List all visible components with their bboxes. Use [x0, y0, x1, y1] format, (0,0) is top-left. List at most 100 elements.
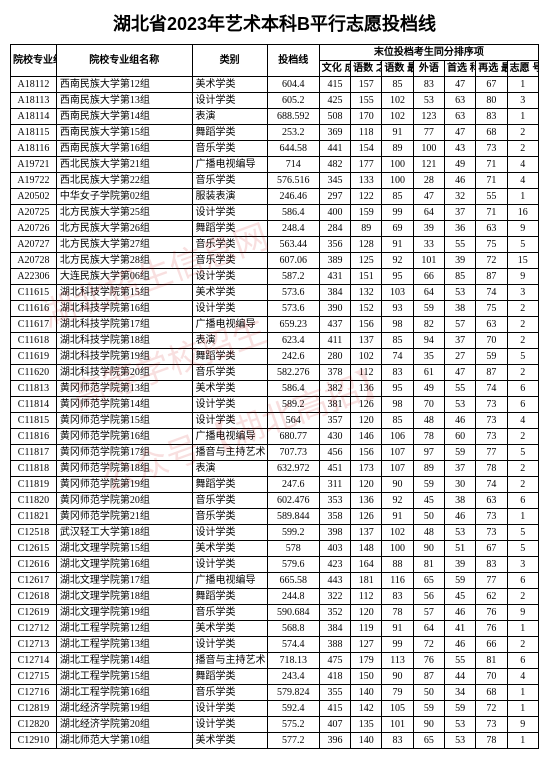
table-cell: C11618 [11, 333, 57, 349]
table-row: C12910湖北师范大学第10组美术学类577.2396140836553781 [11, 733, 539, 749]
table-cell: C11816 [11, 429, 57, 445]
table-cell: 湖北科技学院第16组 [56, 301, 192, 317]
table-cell: 5 [507, 541, 538, 557]
table-cell: 6 [507, 573, 538, 589]
table-cell: 53 [444, 733, 475, 749]
table-cell: 135 [351, 717, 382, 733]
table-row: A20727北方民族大学第27组音乐学类563.4435612891335575… [11, 237, 539, 253]
table-cell: 164 [351, 557, 382, 573]
table-cell: A20727 [11, 237, 57, 253]
table-cell: 574.4 [267, 637, 319, 653]
table-cell: 85 [444, 269, 475, 285]
table-cell: 43 [444, 141, 475, 157]
table-cell: 美术学类 [192, 733, 267, 749]
table-cell: 39 [444, 253, 475, 269]
table-cell: 57 [413, 605, 444, 621]
table-cell: 黄冈师范学院第19组 [56, 477, 192, 493]
table-row: C12616湖北文理学院第16组设计学类579.6423164888139833 [11, 557, 539, 573]
table-cell: 181 [351, 573, 382, 589]
table-cell: 83 [476, 109, 507, 125]
table-cell: 322 [319, 589, 350, 605]
table-cell: 87 [476, 365, 507, 381]
table-cell: 5 [507, 445, 538, 461]
table-cell: C12618 [11, 589, 57, 605]
table-row: C12716湖北工程学院第16组音乐学类579.8243551407950346… [11, 685, 539, 701]
table-cell: 6 [507, 653, 538, 669]
table-cell: C11615 [11, 285, 57, 301]
table-cell: 49 [444, 157, 475, 173]
table-cell: 113 [382, 653, 413, 669]
table-cell: 72 [413, 637, 444, 653]
table-cell: 76 [476, 605, 507, 621]
table-cell: 北方民族大学第25组 [56, 205, 192, 221]
table-cell: 5 [507, 237, 538, 253]
table-cell: 75 [476, 237, 507, 253]
table-cell: A22306 [11, 269, 57, 285]
table-cell: 76 [413, 653, 444, 669]
table-cell: 589.2 [267, 397, 319, 413]
table-cell: 101 [382, 717, 413, 733]
table-cell: 76 [476, 621, 507, 637]
table-cell: 98 [382, 317, 413, 333]
table-cell: 49 [413, 381, 444, 397]
table-cell: 湖北文理学院第15组 [56, 541, 192, 557]
table-cell: 297 [319, 189, 350, 205]
table-cell: 舞蹈学类 [192, 221, 267, 237]
table-cell: 604.4 [267, 77, 319, 93]
table-row: A19721西北民族大学第21组广播电视编导714482177100121497… [11, 157, 539, 173]
table-cell: 9 [507, 605, 538, 621]
table-cell: 133 [351, 173, 382, 189]
table-cell: 74 [382, 349, 413, 365]
table-cell: 63 [444, 93, 475, 109]
table-cell: 381 [319, 397, 350, 413]
table-cell: 湖北科技学院第15组 [56, 285, 192, 301]
table-cell: 47 [444, 77, 475, 93]
table-cell: 157 [351, 77, 382, 93]
table-cell: 665.58 [267, 573, 319, 589]
table-row: C11617湖北科技学院第17组广播电视编导659.23437156988257… [11, 317, 539, 333]
table-cell: 77 [413, 125, 444, 141]
table-cell: 音乐学类 [192, 509, 267, 525]
table-cell: 83 [382, 733, 413, 749]
table-cell: 66 [476, 637, 507, 653]
table-cell: 82 [413, 317, 444, 333]
table-cell: 广播电视编导 [192, 157, 267, 173]
table-cell: C11821 [11, 509, 57, 525]
table-cell: A18114 [11, 109, 57, 125]
table-cell: 55 [476, 189, 507, 205]
table-cell: A18112 [11, 77, 57, 93]
table-cell: 1 [507, 733, 538, 749]
table-cell: A19721 [11, 157, 57, 173]
table-cell: 91 [382, 125, 413, 141]
table-cell: 53 [444, 285, 475, 301]
table-row: C11618湖北科技学院第18组表演623.4411137859437702 [11, 333, 539, 349]
table-cell: 151 [351, 269, 382, 285]
table-cell: 623.4 [267, 333, 319, 349]
table-cell: 140 [351, 685, 382, 701]
table-cell: 黄冈师范学院第15组 [56, 413, 192, 429]
table-cell: 63 [476, 317, 507, 333]
table-cell: 407 [319, 717, 350, 733]
table-cell: 音乐学类 [192, 253, 267, 269]
table-cell: 36 [444, 221, 475, 237]
table-cell: 415 [319, 701, 350, 717]
table-cell: 680.77 [267, 429, 319, 445]
table-cell: 72 [476, 253, 507, 269]
table-cell: 81 [413, 557, 444, 573]
table-cell: C11616 [11, 301, 57, 317]
table-cell: 67 [476, 77, 507, 93]
table-cell: 120 [351, 413, 382, 429]
table-cell: 150 [351, 669, 382, 685]
table-cell: 37 [444, 205, 475, 221]
table-cell: 北方民族大学第27组 [56, 237, 192, 253]
table-cell: 音乐学类 [192, 493, 267, 509]
table-cell: 73 [476, 525, 507, 541]
table-row: C12714湖北工程学院第14组播音与主持艺术718.1347517911376… [11, 653, 539, 669]
table-cell: 632.972 [267, 461, 319, 477]
table-cell: 80 [476, 93, 507, 109]
table-row: A18113西南民族大学第13组设计学类605.2425155102536380… [11, 93, 539, 109]
table-cell: 美术学类 [192, 621, 267, 637]
table-cell: 湖北科技学院第17组 [56, 317, 192, 333]
table-cell: 389 [319, 253, 350, 269]
table-cell: 73 [476, 717, 507, 733]
